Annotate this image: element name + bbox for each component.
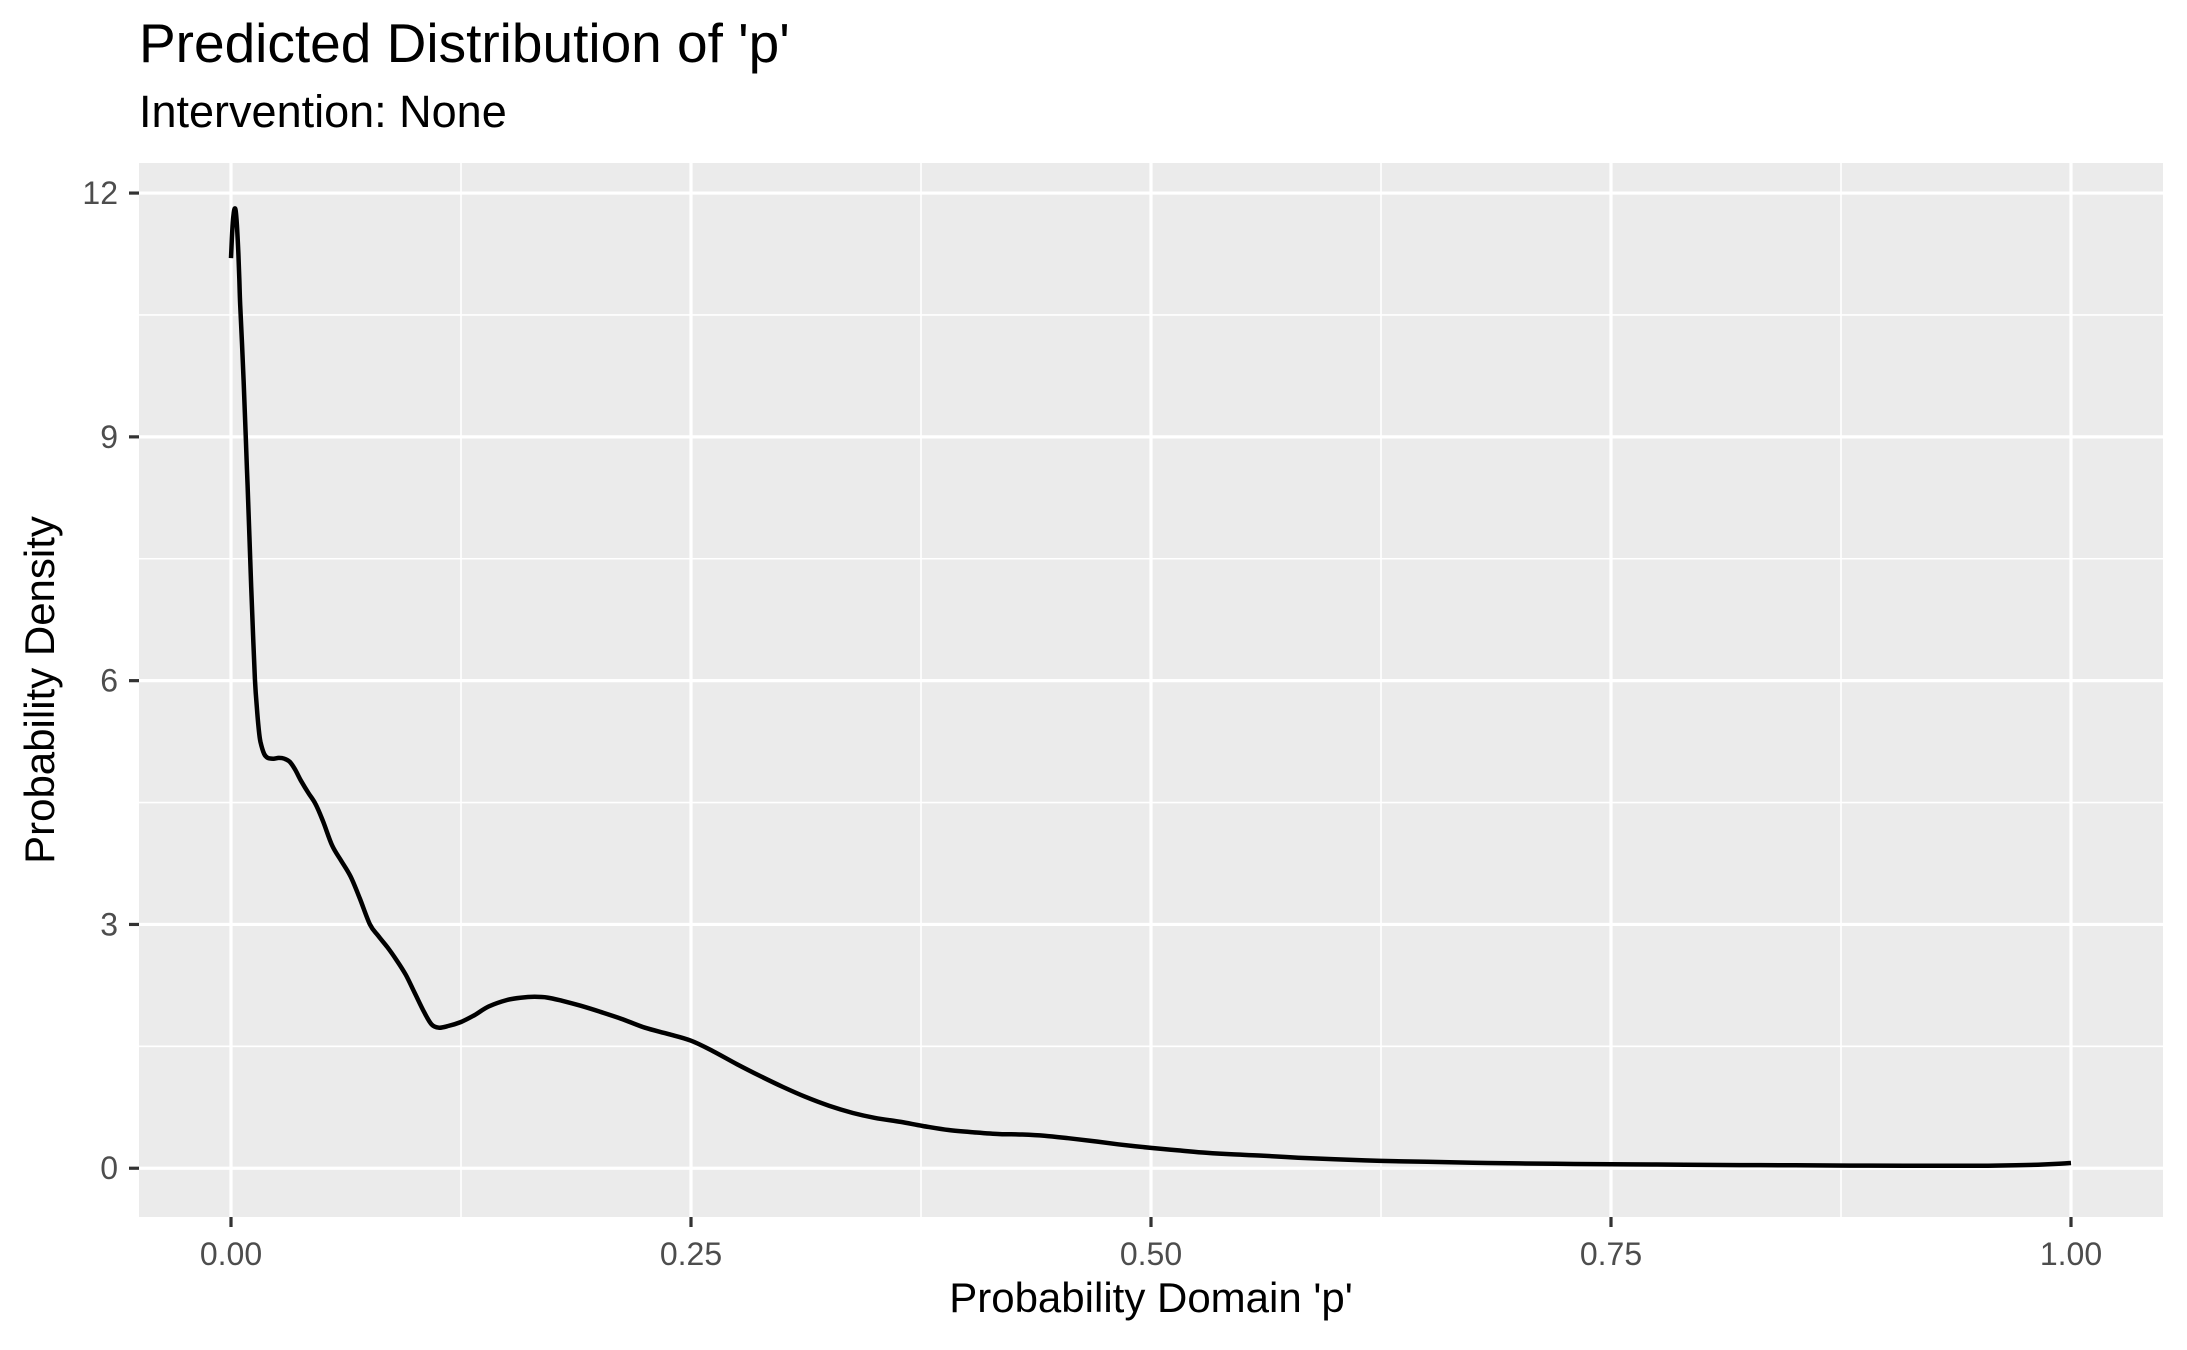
x-tick-label: 0.75: [1580, 1236, 1642, 1272]
y-tick-label: 0: [100, 1150, 118, 1186]
x-axis-title: Probability Domain 'p': [949, 1274, 1353, 1321]
y-axis-title: Probability Density: [16, 516, 63, 864]
y-tick-label: 9: [100, 419, 118, 455]
y-tick-label: 3: [100, 906, 118, 942]
y-tick-label: 6: [100, 663, 118, 699]
x-tick-label: 0.25: [660, 1236, 722, 1272]
x-tick-label: 1.00: [2040, 1236, 2102, 1272]
axis-ticks: [129, 191, 2073, 1227]
y-tick-label: 12: [82, 175, 118, 211]
plot-title: Predicted Distribution of 'p': [139, 12, 790, 74]
density-curve: [228, 206, 2072, 1169]
x-tick-label: 0.00: [200, 1236, 262, 1272]
x-tick-label: 0.50: [1120, 1236, 1182, 1272]
plot-subtitle: Intervention: None: [139, 86, 507, 137]
